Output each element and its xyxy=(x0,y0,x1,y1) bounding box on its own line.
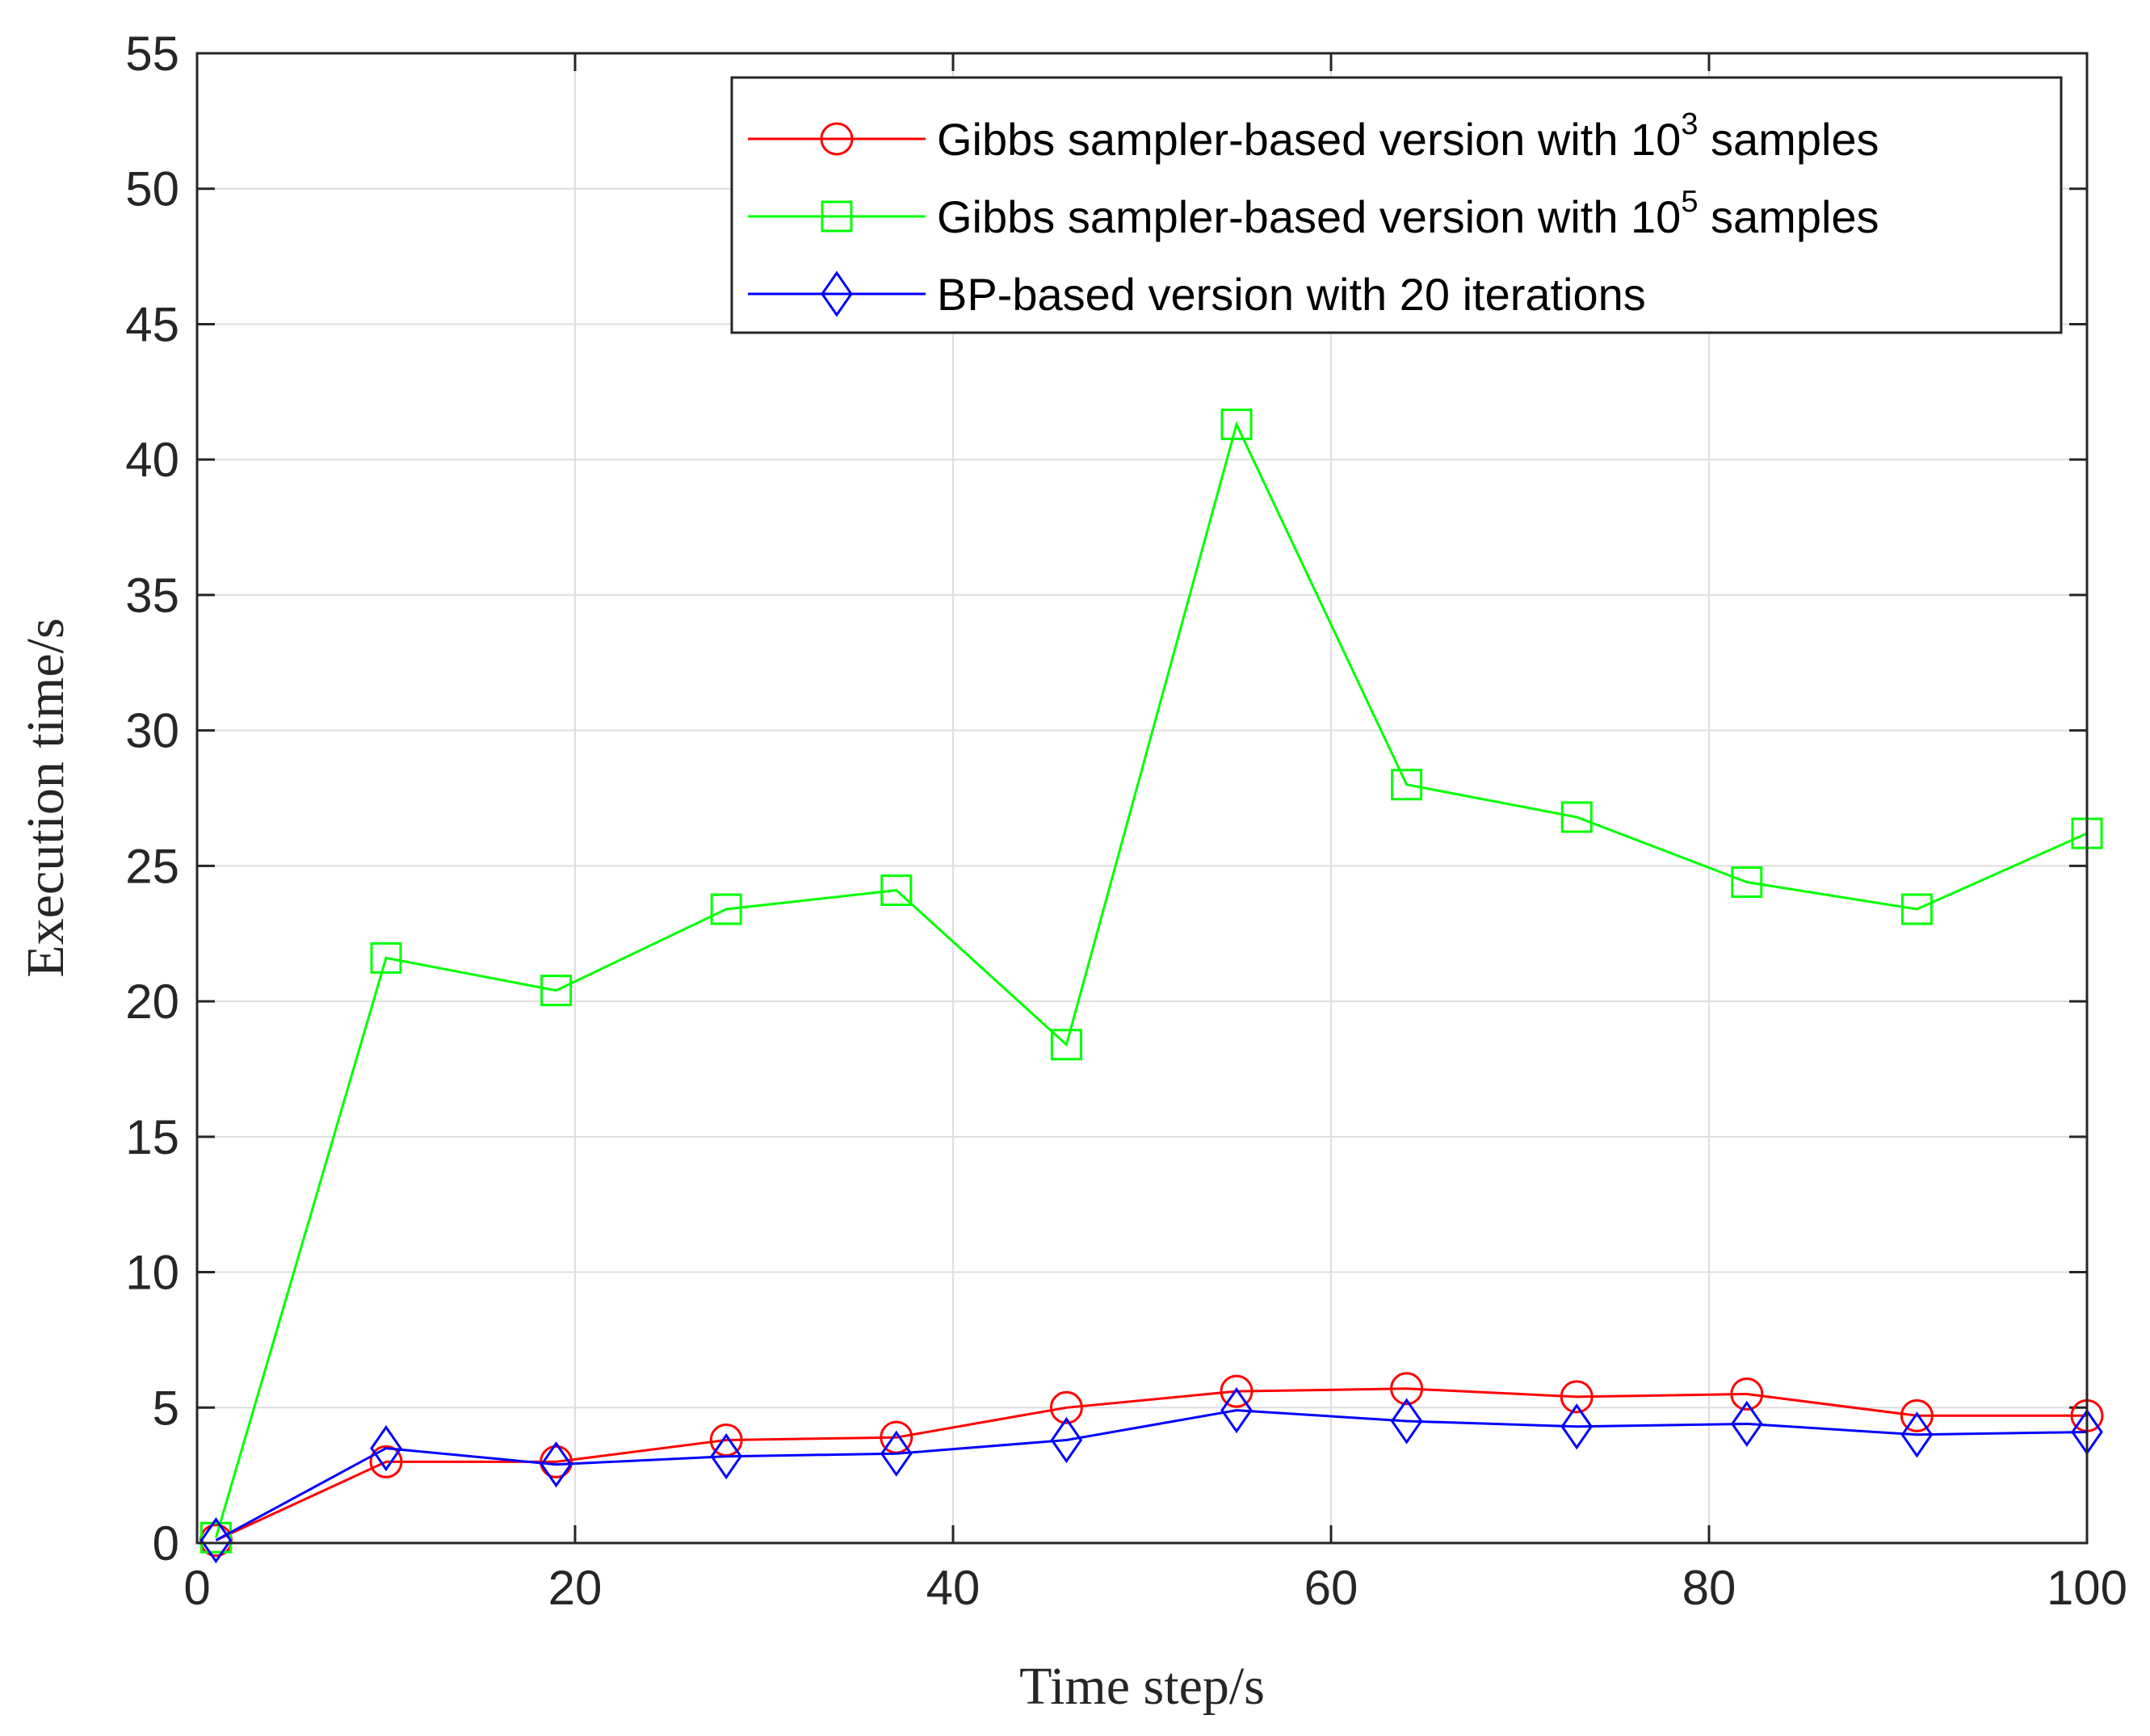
legend-entry-bp: BP-based version with 20 iterations xyxy=(748,269,1646,320)
data-point-square xyxy=(1220,409,1253,441)
x-tick-label: 40 xyxy=(926,1561,981,1615)
y-tick-label: 20 xyxy=(125,975,179,1029)
data-point-square xyxy=(1900,893,1933,925)
series-line xyxy=(215,1409,2088,1541)
y-tick-label: 5 xyxy=(153,1381,179,1435)
y-tick-label: 30 xyxy=(125,704,179,758)
x-tick-label: 80 xyxy=(1682,1561,1736,1615)
data-point-circle xyxy=(540,1445,573,1478)
data-point-square xyxy=(710,893,742,925)
legend-entry-gibbs-1e5: Gibbs sampler-based version with 105 sam… xyxy=(748,185,1879,242)
data-point-square xyxy=(1391,769,1423,801)
y-tick-label: 50 xyxy=(125,162,179,216)
x-tick-label: 60 xyxy=(1304,1561,1358,1615)
legend-marker-diamond xyxy=(821,270,853,317)
y-tick-label: 0 xyxy=(153,1516,179,1570)
data-point-circle xyxy=(1900,1398,1934,1432)
data-point-square xyxy=(540,975,573,1007)
data-point-square xyxy=(1560,801,1593,833)
data-point-circle xyxy=(1049,1390,1083,1424)
y-tick-label: 25 xyxy=(125,839,179,893)
data-series xyxy=(199,409,2104,1564)
data-point-diamond xyxy=(199,1517,233,1564)
data-point-diamond xyxy=(1900,1411,1934,1458)
legend-entry-gibbs-1e3: Gibbs sampler-based version with 103 sam… xyxy=(748,107,1879,165)
legend: Gibbs sampler-based version with 103 sam… xyxy=(730,76,2063,334)
data-point-circle xyxy=(1730,1377,1764,1411)
x-tick-label: 20 xyxy=(548,1561,603,1615)
y-tick-label: 15 xyxy=(125,1110,179,1164)
data-point-diamond xyxy=(540,1441,573,1488)
legend-marker-square xyxy=(821,200,853,233)
data-point-circle xyxy=(1560,1380,1594,1414)
series-line xyxy=(214,421,2088,1538)
data-point-diamond xyxy=(370,1424,402,1472)
x-axis-label: Time step/s xyxy=(1019,1657,1265,1716)
data-point-diamond xyxy=(1560,1403,1594,1450)
data-point-square xyxy=(1050,1029,1082,1061)
data-point-circle xyxy=(369,1445,403,1478)
data-point-diamond xyxy=(710,1433,743,1480)
data-point-square xyxy=(199,1521,232,1554)
legend-box xyxy=(730,76,2063,334)
y-tick-label: 40 xyxy=(125,433,179,487)
series-diamond xyxy=(199,1386,2103,1564)
data-point-square xyxy=(1731,866,1763,898)
x-tick-label: 100 xyxy=(2047,1561,2127,1615)
plot-frame xyxy=(195,52,2089,1545)
legend-marker-circle xyxy=(820,122,854,156)
tick-labels: 0 20 40 60 80 100 0 5 10 15 20 25 30 35 40 45 50 55 xyxy=(125,27,2127,1615)
data-point-circle xyxy=(1220,1374,1253,1408)
legend-label-gibbs-1e5: Gibbs sampler-based version with 105 sam… xyxy=(937,185,1879,242)
data-point-diamond xyxy=(1050,1416,1083,1464)
data-point-square xyxy=(880,874,913,907)
data-point-diamond xyxy=(880,1430,913,1477)
data-point-diamond xyxy=(1730,1400,1763,1448)
y-tick-label: 35 xyxy=(125,568,179,623)
data-point-square xyxy=(370,941,402,974)
y-axis-label: Execution time/s xyxy=(16,618,75,977)
y-tick-label: 55 xyxy=(125,27,179,81)
data-point-diamond xyxy=(1390,1398,1423,1445)
legend-label-gibbs-1e3: Gibbs sampler-based version with 103 sam… xyxy=(937,107,1879,165)
data-point-circle xyxy=(1390,1372,1424,1406)
y-tick-label: 45 xyxy=(125,297,179,351)
y-tick-label: 10 xyxy=(125,1246,179,1300)
data-point-diamond xyxy=(1220,1386,1253,1434)
legend-label-bp: BP-based version with 20 iterations xyxy=(937,269,1646,320)
x-tick-label: 0 xyxy=(183,1561,210,1615)
